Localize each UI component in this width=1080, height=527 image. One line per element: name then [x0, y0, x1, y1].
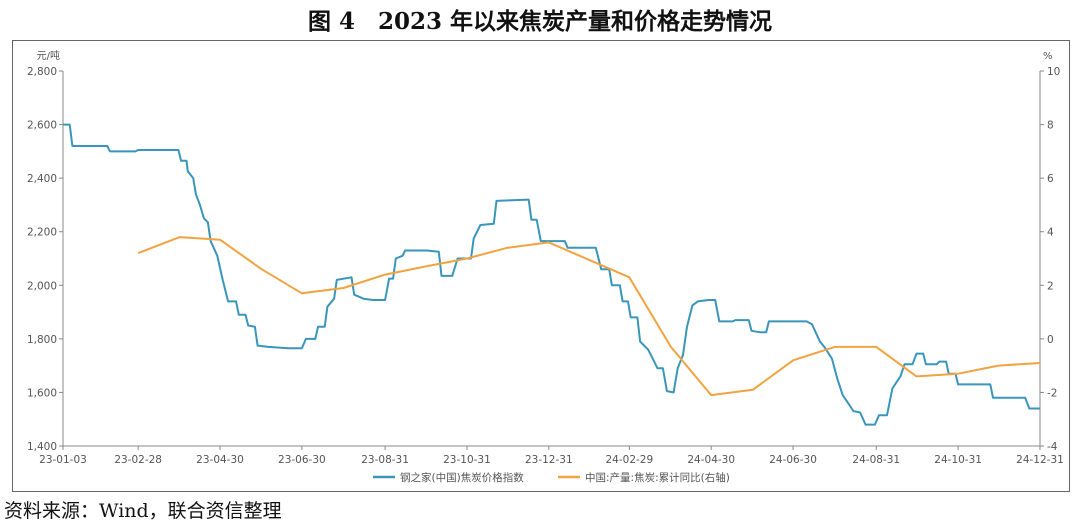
- x-tick-label: 24-02-29: [606, 454, 654, 466]
- left-tick-label: 2,000: [27, 280, 57, 292]
- right-tick-label: 6: [1047, 173, 1054, 185]
- chart-title: 图 4 2023 年以来焦炭产量和价格走势情况: [307, 8, 773, 35]
- right-tick-label: -4: [1047, 441, 1058, 453]
- x-tick-label: 24-12-31: [1016, 454, 1064, 466]
- left-tick-label: 1,400: [27, 441, 57, 453]
- left-tick-label: 1,800: [27, 334, 57, 346]
- right-tick-label: -2: [1047, 387, 1057, 399]
- x-tick-label: 23-12-31: [525, 454, 573, 466]
- x-tick-label: 24-04-30: [687, 454, 735, 466]
- price-index-line: [63, 123, 1040, 426]
- right-tick-label: 8: [1047, 120, 1054, 132]
- right-tick-label: 4: [1047, 227, 1054, 239]
- right-axis-unit: %: [1043, 51, 1053, 62]
- right-tick-label: 10: [1047, 66, 1060, 78]
- chart-frame: 元/吨% 1,400 1,600 1,800 2,000 2,200 2,400 2,600 2…: [12, 40, 1070, 492]
- x-tick-label: 23-10-31: [443, 454, 491, 466]
- source-note: 资料来源：Wind，联合资信整理: [4, 500, 282, 522]
- x-tick-label: 24-08-31: [852, 454, 900, 466]
- legend-label: 钢之家(中国)焦炭价格指数: [400, 471, 524, 484]
- left-tick-label: 2,600: [27, 120, 57, 132]
- x-tick-label: 23-02-28: [114, 454, 162, 466]
- left-tick-label: 2,400: [27, 173, 57, 185]
- left-tick-label: 2,200: [27, 227, 57, 239]
- right-tick-label: 0: [1047, 334, 1054, 346]
- x-tick-label: 23-01-03: [39, 454, 87, 466]
- left-tick-label: 2,800: [27, 66, 57, 78]
- left-axis-unit: 元/吨: [37, 49, 60, 62]
- x-tick-label: 24-10-31: [934, 454, 982, 466]
- right-tick-label: 2: [1047, 280, 1054, 292]
- left-tick-label: 1,600: [27, 387, 57, 399]
- x-tick-label: 23-04-30: [196, 454, 244, 466]
- chart-svg: 元/吨 % 1,400 1,600 1,800 2,000 2,200 2,400 2,600 2…: [27, 49, 1064, 484]
- x-tick-label: 23-08-31: [361, 454, 409, 466]
- production-yoy-line: [137, 236, 1041, 397]
- x-tick-label: 23-06-30: [278, 454, 326, 466]
- legend-label: 中国:产量:焦炭:累计同比(右轴): [585, 471, 730, 484]
- x-tick-label: 24-06-30: [769, 454, 817, 466]
